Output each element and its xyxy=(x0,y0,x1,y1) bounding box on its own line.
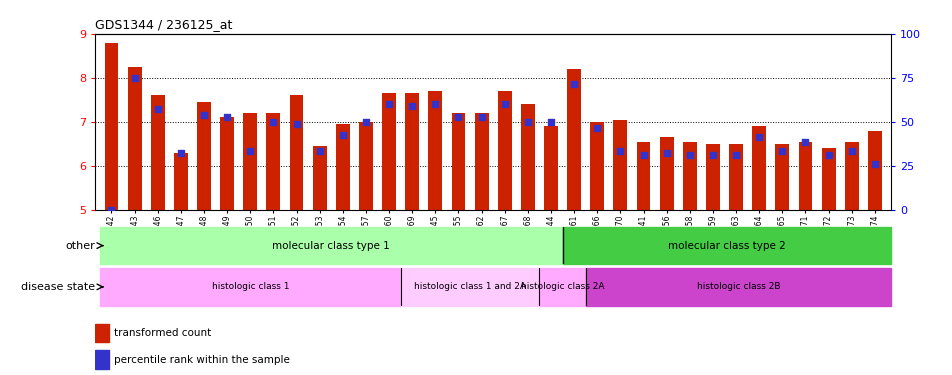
Point xyxy=(266,119,281,125)
Bar xyxy=(405,93,419,210)
Point xyxy=(682,152,697,158)
Bar xyxy=(359,122,372,210)
Bar xyxy=(105,43,118,210)
Bar xyxy=(566,69,581,210)
Point xyxy=(427,101,443,107)
Text: molecular class type 2: molecular class type 2 xyxy=(667,241,784,250)
Point xyxy=(727,152,743,158)
Point xyxy=(704,152,720,158)
Point xyxy=(173,150,188,156)
Bar xyxy=(843,142,858,210)
Bar xyxy=(585,268,890,306)
Bar xyxy=(659,137,673,210)
Text: histologic class 2A: histologic class 2A xyxy=(521,282,604,291)
Bar xyxy=(751,126,765,210)
Point xyxy=(520,119,535,125)
Bar xyxy=(382,93,396,210)
Bar xyxy=(589,122,604,210)
Point xyxy=(127,75,142,81)
Bar xyxy=(243,113,257,210)
Point xyxy=(450,114,466,120)
Bar xyxy=(544,126,557,210)
Bar xyxy=(267,113,280,210)
Bar xyxy=(821,148,835,210)
Point xyxy=(843,147,859,153)
Point xyxy=(335,132,350,138)
Point xyxy=(612,147,627,153)
Bar xyxy=(521,104,534,210)
Bar xyxy=(100,268,400,306)
Point xyxy=(497,101,512,107)
Text: GDS1344 / 236125_at: GDS1344 / 236125_at xyxy=(95,18,232,31)
Text: molecular class type 1: molecular class type 1 xyxy=(272,241,389,250)
Bar xyxy=(400,268,539,306)
Bar xyxy=(197,102,210,210)
Point xyxy=(866,161,882,167)
Point xyxy=(659,150,674,156)
Bar xyxy=(428,91,442,210)
Point xyxy=(589,126,605,132)
Point xyxy=(219,114,234,120)
Bar xyxy=(562,227,890,264)
Text: histologic class 1: histologic class 1 xyxy=(211,282,288,291)
Bar xyxy=(95,350,109,369)
Point xyxy=(381,101,396,107)
Point xyxy=(405,104,420,110)
Text: other: other xyxy=(66,241,95,250)
Bar xyxy=(312,146,327,210)
Point xyxy=(150,106,166,112)
Point xyxy=(635,152,650,158)
Bar xyxy=(497,91,511,210)
Bar xyxy=(539,268,585,306)
Text: percentile rank within the sample: percentile rank within the sample xyxy=(113,355,289,365)
Bar xyxy=(867,131,881,210)
Bar xyxy=(289,96,303,210)
Bar xyxy=(335,124,349,210)
Text: disease state: disease state xyxy=(21,282,95,292)
Bar xyxy=(128,67,142,210)
Bar xyxy=(474,113,488,210)
Bar xyxy=(451,113,465,210)
Point xyxy=(196,112,211,118)
Bar xyxy=(636,142,650,210)
Point xyxy=(751,134,766,140)
Point xyxy=(797,139,812,145)
Point xyxy=(565,81,581,87)
Bar xyxy=(150,96,165,210)
Bar xyxy=(613,120,626,210)
Point xyxy=(774,147,789,153)
Bar xyxy=(683,142,696,210)
Point xyxy=(473,114,488,120)
Point xyxy=(311,147,327,153)
Point xyxy=(288,121,304,127)
Point xyxy=(104,207,119,213)
Point xyxy=(820,152,835,158)
Bar xyxy=(798,142,811,210)
Text: histologic class 1 and 2A: histologic class 1 and 2A xyxy=(413,282,526,291)
Bar xyxy=(100,227,562,264)
Bar xyxy=(174,153,188,210)
Point xyxy=(543,119,558,125)
Bar xyxy=(220,117,234,210)
Bar xyxy=(775,144,788,210)
Point xyxy=(243,147,258,153)
Text: transformed count: transformed count xyxy=(113,328,210,339)
Point xyxy=(358,119,373,125)
Bar xyxy=(728,144,743,210)
Bar xyxy=(705,144,719,210)
Text: histologic class 2B: histologic class 2B xyxy=(696,282,780,291)
Bar xyxy=(95,324,109,342)
